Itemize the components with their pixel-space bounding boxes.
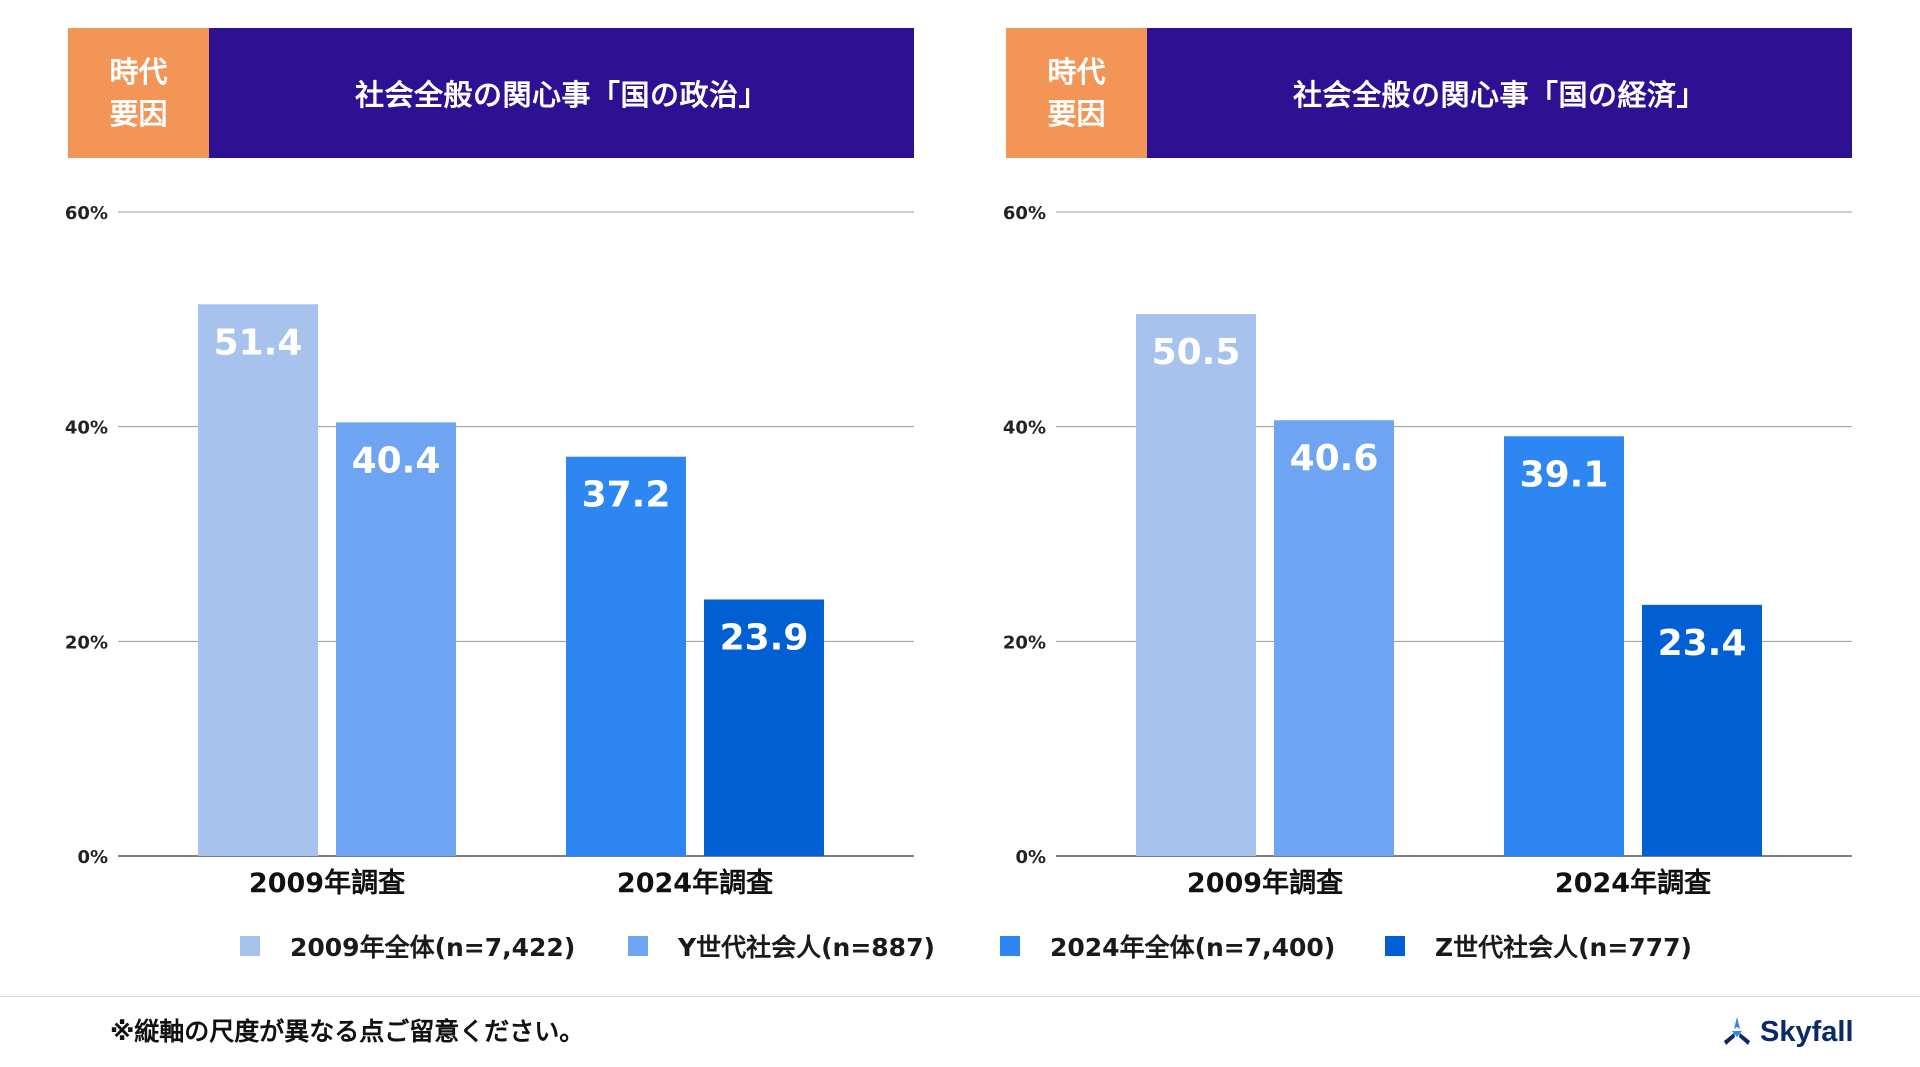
bar-chart-politics: 0% 20% 40% 60% 51.4 40.4 37.2 23.9 2009年調査 2024年調… <box>65 203 914 899</box>
bar-chart-economy: 0% 20% 40% 60% 50.5 40.6 39.1 23.4 2009年調査 2024年調… <box>1003 203 1852 899</box>
header-tag-line-2: 要因 <box>109 97 168 131</box>
bar-value-label: 40.4 <box>352 440 441 481</box>
y-tick-label: 20% <box>1003 632 1046 653</box>
legend-label: Z世代社会人(n=777) <box>1435 933 1692 962</box>
bar-value-label: 23.4 <box>1658 623 1747 664</box>
chart-panel-politics: 時代 要因 社会全般の関心事「国の政治」 0% 20% 40% 60% 51.4 40.4… <box>60 0 920 900</box>
bar <box>1274 420 1394 856</box>
skyfall-logo-icon <box>1724 1017 1750 1045</box>
legend-swatch <box>628 936 648 956</box>
header-tag: 時代 要因 <box>68 28 209 158</box>
logo-text: Skyfall <box>1760 1015 1854 1048</box>
bar <box>1136 313 1256 856</box>
bar-value-label: 50.5 <box>1152 332 1241 373</box>
chart-header: 時代 要因 社会全般の関心事「国の政治」 <box>68 28 914 158</box>
bar <box>336 422 456 856</box>
bar-value-label: 23.9 <box>720 617 809 658</box>
legend-item-2024-all: 2024年全体(n=7,400) <box>1000 926 1335 966</box>
chart-legend: 2009年全体(n=7,422) Y世代社会人(n=887) 2024年全体(n… <box>240 926 1740 966</box>
y-tick-label: 40% <box>65 418 108 439</box>
bar-value-label: 51.4 <box>214 322 303 363</box>
footnote: ※縦軸の尺度が異なる点ご留意ください。 <box>110 1017 585 1046</box>
legend-swatch <box>240 936 260 956</box>
legend-label: 2009年全体(n=7,422) <box>290 933 576 962</box>
bar <box>566 456 686 856</box>
y-tick-label: 20% <box>65 632 108 653</box>
y-tick-label: 0% <box>77 847 108 868</box>
chart-title: 社会全般の関心事「国の政治」 <box>209 28 914 158</box>
legend-item-gen-z: Z世代社会人(n=777) <box>1385 926 1692 966</box>
legend-item-gen-y: Y世代社会人(n=887) <box>628 926 935 966</box>
x-category-label: 2009年調査 <box>1187 867 1343 899</box>
legend-label: Y世代社会人(n=887) <box>678 933 935 962</box>
x-category-label: 2024年調査 <box>617 867 773 899</box>
bar-value-label: 40.6 <box>1290 438 1379 479</box>
bar-value-label: 39.1 <box>1520 454 1609 495</box>
legend-label: 2024年全体(n=7,400) <box>1050 933 1336 962</box>
x-category-label: 2009年調査 <box>249 867 405 899</box>
chart-header: 時代 要因 社会全般の関心事「国の経済」 <box>1006 28 1852 158</box>
y-tick-label: 60% <box>65 203 108 224</box>
header-tag: 時代 要因 <box>1006 28 1147 158</box>
legend-item-2009-all: 2009年全体(n=7,422) <box>240 926 575 966</box>
chart-panel-economy: 時代 要因 社会全般の関心事「国の経済」 0% 20% 40% 60% 50.5 40.6… <box>998 0 1858 900</box>
y-tick-label: 40% <box>1003 418 1046 439</box>
legend-swatch <box>1000 936 1020 956</box>
legend-swatch <box>1385 936 1405 956</box>
header-tag-line-2: 要因 <box>1047 97 1106 131</box>
footer-divider <box>0 996 1920 997</box>
header-tag-line-1: 時代 <box>109 55 168 89</box>
y-tick-label: 0% <box>1015 847 1046 868</box>
bar <box>704 599 824 856</box>
brand-logo: Skyfall <box>1720 1012 1854 1052</box>
chart-title: 社会全般の関心事「国の経済」 <box>1147 28 1852 158</box>
bar <box>198 304 318 857</box>
bar-value-label: 37.2 <box>582 475 671 516</box>
x-category-label: 2024年調査 <box>1555 867 1711 899</box>
bar <box>1504 436 1624 856</box>
y-tick-label: 60% <box>1003 203 1046 224</box>
header-tag-line-1: 時代 <box>1047 55 1106 89</box>
bar <box>1642 604 1762 856</box>
